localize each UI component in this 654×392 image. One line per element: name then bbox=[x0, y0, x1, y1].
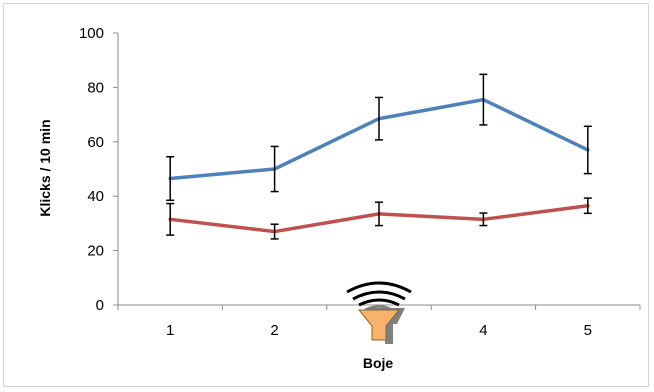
error-bar bbox=[479, 73, 488, 126]
x-tick-label: 5 bbox=[584, 322, 592, 339]
error-bar bbox=[166, 202, 175, 236]
x-tick-labels: 1 2 4 5 bbox=[166, 322, 592, 339]
y-tick-labels: 0 20 40 60 80 100 bbox=[79, 25, 104, 314]
x-tick-label: 2 bbox=[270, 322, 278, 339]
error-bar bbox=[583, 125, 592, 175]
chart-frame bbox=[3, 3, 649, 387]
error-bar bbox=[375, 201, 383, 227]
error-bar bbox=[166, 156, 175, 202]
x-tick-label: 1 bbox=[166, 322, 174, 339]
error-bar bbox=[375, 96, 383, 141]
y-tick-label: 40 bbox=[87, 188, 104, 205]
chart-axes bbox=[113, 32, 641, 310]
error-bar bbox=[270, 145, 279, 193]
buoy-body bbox=[357, 309, 401, 341]
error-bar bbox=[583, 197, 592, 215]
error-bar bbox=[479, 212, 488, 227]
y-axis-title: Klicks / 10 min bbox=[37, 119, 53, 216]
y-tick-label: 0 bbox=[96, 297, 104, 314]
buoy-signal-icon bbox=[346, 281, 412, 344]
x-axis-title: Boje bbox=[363, 355, 394, 371]
error-bar bbox=[270, 223, 279, 240]
error-bars bbox=[166, 73, 592, 240]
y-tick-label: 80 bbox=[87, 79, 104, 96]
signal-arc bbox=[352, 290, 406, 301]
x-tick-label: 4 bbox=[479, 322, 487, 339]
signal-arc bbox=[358, 298, 400, 307]
y-tick-label: 60 bbox=[87, 134, 104, 151]
y-tick-label: 20 bbox=[87, 243, 104, 260]
y-tick-label: 100 bbox=[79, 25, 104, 42]
signal-arc bbox=[346, 281, 412, 294]
signal-arc bbox=[364, 305, 394, 312]
